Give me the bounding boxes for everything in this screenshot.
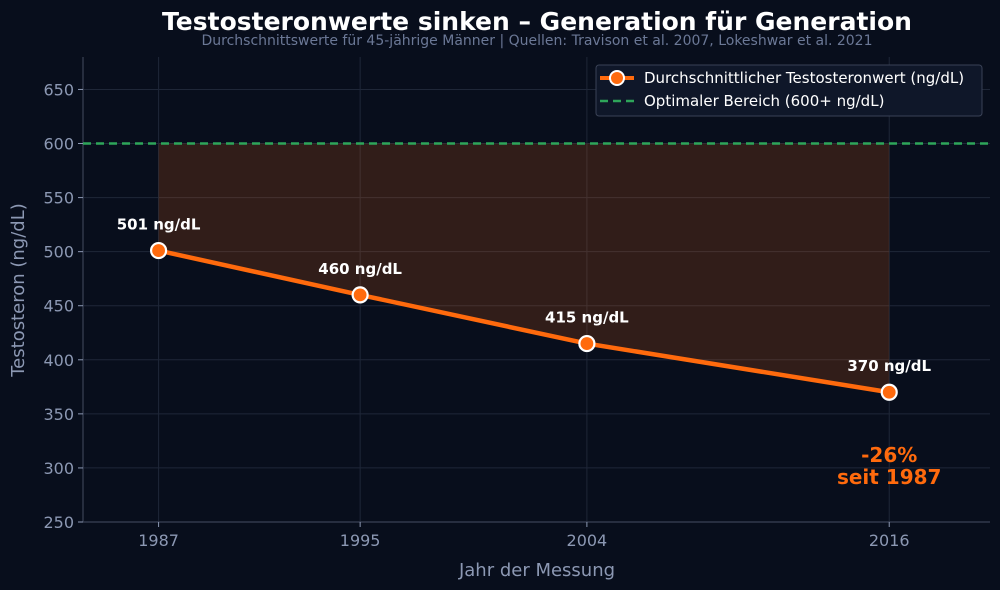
- y-tick-label: 350: [43, 405, 74, 424]
- legend-series-label: Durchschnittlicher Testosteronwert (ng/d…: [644, 69, 964, 87]
- data-point: [149, 241, 168, 260]
- legend-box: [595, 64, 983, 117]
- y-tick-label: 400: [43, 351, 74, 370]
- data-point: [578, 334, 596, 353]
- y-axis-label: Testosteron (ng/dL): [8, 203, 29, 378]
- data-label: 501 ng/dL: [117, 216, 201, 234]
- x-tick-label: 1987: [138, 531, 179, 550]
- x-axis-label: Jahr der Messung: [458, 560, 615, 581]
- plot-area: 250 300 350 400 450 500 550 600 650 1987 1995 2004 2…: [43, 57, 990, 550]
- decline-annotation-percent: -26%: [861, 443, 917, 467]
- x-tick-label: 2004: [567, 531, 608, 550]
- y-tick-label: 300: [43, 459, 74, 478]
- data-label: 370 ng/dL: [847, 357, 931, 375]
- series-line: [156, 248, 892, 395]
- gap-fill-area: [158, 143, 890, 393]
- y-tick-label: 250: [43, 513, 74, 532]
- legend-series-marker: [609, 70, 625, 86]
- chart-subtitle: Durchschnittswerte für 45-jährige Männer…: [201, 33, 872, 49]
- decline-annotation-since: seit 1987: [837, 465, 942, 489]
- legend: Durchschnittlicher Testosteronwert (ng/d…: [595, 64, 983, 117]
- y-tick-label: 600: [43, 135, 74, 154]
- data-label: 460 ng/dL: [318, 260, 402, 278]
- y-tick-label: 450: [43, 297, 74, 316]
- y-tick-label: 550: [43, 189, 74, 208]
- legend-reference-label: Optimaler Bereich (600+ ng/dL): [644, 92, 884, 110]
- data-label: 415 ng/dL: [545, 309, 629, 327]
- data-point: [351, 286, 369, 304]
- chart-title: Testosteronwerte sinken – Generation für…: [162, 7, 912, 36]
- y-tick-label: 500: [43, 243, 74, 262]
- x-tick-label: 2016: [869, 531, 910, 550]
- x-tick-label: 1995: [340, 531, 381, 550]
- y-tick-label: 650: [43, 80, 74, 99]
- data-point: [880, 383, 898, 401]
